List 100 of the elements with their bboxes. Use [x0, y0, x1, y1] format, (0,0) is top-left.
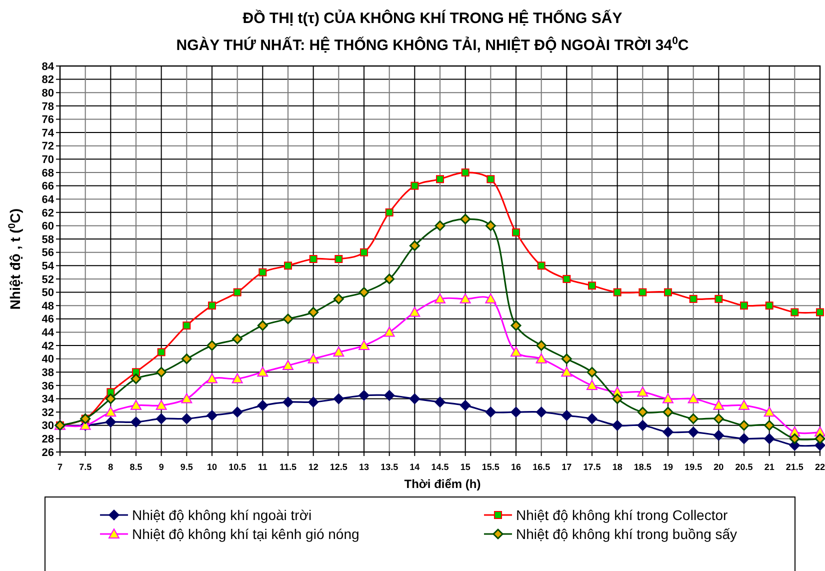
point	[157, 348, 166, 356]
x-tick-label: 18.5	[634, 462, 652, 472]
x-tick-label: 15	[460, 462, 470, 472]
x-tick-label: 15.5	[482, 462, 500, 472]
point	[536, 340, 547, 351]
y-tick-label: 28	[42, 434, 54, 446]
y-tick-label: 44	[42, 327, 55, 340]
point	[790, 308, 799, 316]
x-tick-label: 12.5	[330, 462, 348, 472]
point	[434, 293, 446, 304]
y-tick-label: 34	[42, 394, 55, 406]
point	[586, 366, 598, 378]
y-tick-label: 84	[42, 60, 55, 73]
point	[282, 314, 294, 324]
y-tick-label: 72	[42, 140, 54, 153]
y-tick-label: 70	[42, 154, 54, 166]
point	[410, 182, 419, 190]
point	[461, 168, 470, 176]
point	[181, 413, 192, 424]
point	[764, 433, 775, 444]
point	[333, 294, 344, 304]
point	[257, 320, 268, 331]
point	[510, 320, 522, 331]
x-tick-label: 8.5	[130, 462, 142, 472]
x-tick-label: 16.5	[532, 462, 550, 472]
y-tick-label: 38	[42, 366, 54, 379]
point	[586, 380, 598, 390]
x-tick-label: 20	[714, 462, 724, 472]
point	[510, 346, 522, 357]
y-tick-label: 74	[42, 127, 55, 140]
point	[613, 288, 622, 296]
y-tick-label: 50	[42, 287, 54, 300]
legend-label: Nhiệt độ không khí ngoài trời	[132, 506, 312, 523]
point	[334, 255, 343, 263]
point	[713, 413, 724, 424]
point	[688, 393, 699, 404]
point	[436, 175, 444, 184]
point	[485, 406, 496, 418]
legend-label: Nhiệt độ không khí trong Collector	[516, 506, 728, 523]
y-tick-label: 64	[42, 194, 55, 206]
point	[232, 334, 243, 344]
y-tick-label: 42	[42, 340, 54, 352]
point	[258, 268, 267, 276]
point	[308, 353, 319, 364]
point	[284, 262, 292, 270]
x-tick-label: 12	[308, 462, 318, 472]
point	[460, 214, 471, 224]
point	[206, 373, 218, 384]
point	[512, 228, 520, 236]
point	[208, 302, 216, 310]
point	[637, 406, 648, 418]
y-tick-label: 62	[42, 207, 54, 220]
x-tick-label: 14	[410, 462, 420, 472]
point	[561, 410, 572, 421]
chart-subtitle: NGÀY THỨ NHẤT: HỆ THỐNG KHÔNG TẢI, NHIỆT ĐỘ NGOÀI TRỜI 34$^{0}$C	[176, 35, 689, 54]
point	[206, 410, 218, 421]
point	[664, 288, 672, 296]
y-tick-label: 40	[42, 354, 54, 366]
point	[638, 288, 647, 296]
point	[434, 220, 446, 231]
point	[714, 294, 723, 303]
x-tick-label: 17	[562, 462, 572, 472]
x-tick-label: 21	[764, 462, 774, 472]
y-tick-label: 80	[42, 87, 54, 100]
point	[537, 262, 546, 270]
y-tick-label: 52	[42, 274, 54, 286]
point	[232, 373, 243, 384]
point	[308, 306, 319, 318]
point	[688, 426, 699, 438]
y-tick-label: 46	[42, 314, 54, 326]
y-tick-label: 58	[42, 234, 54, 246]
point	[385, 208, 394, 216]
point	[384, 274, 395, 284]
point	[358, 340, 370, 350]
point	[156, 413, 167, 424]
y-tick-label: 48	[42, 300, 54, 312]
point	[713, 430, 724, 441]
point	[384, 326, 395, 337]
x-tick-label: 13	[358, 462, 370, 472]
x-tick-label: 10.5	[228, 462, 246, 472]
x-tick-label: 11	[258, 462, 268, 472]
point	[588, 282, 596, 290]
point	[510, 406, 522, 418]
point	[689, 294, 698, 303]
x-axis-title: Thời điểm (h)	[404, 477, 481, 491]
point	[309, 255, 318, 263]
x-tick-label: 18	[612, 462, 622, 472]
x-tick-label: 10	[206, 462, 218, 472]
x-tick-label: 22	[814, 462, 825, 472]
point	[257, 366, 268, 377]
y-tick-label: 76	[42, 114, 54, 126]
point	[561, 366, 572, 377]
x-tick-label: 7.5	[79, 462, 92, 472]
x-tick-label: 13.5	[380, 462, 398, 472]
point	[637, 386, 648, 397]
point	[360, 248, 368, 256]
point	[789, 433, 800, 444]
point	[486, 175, 495, 184]
point	[130, 374, 142, 384]
x-tick-label: 19	[662, 462, 674, 472]
